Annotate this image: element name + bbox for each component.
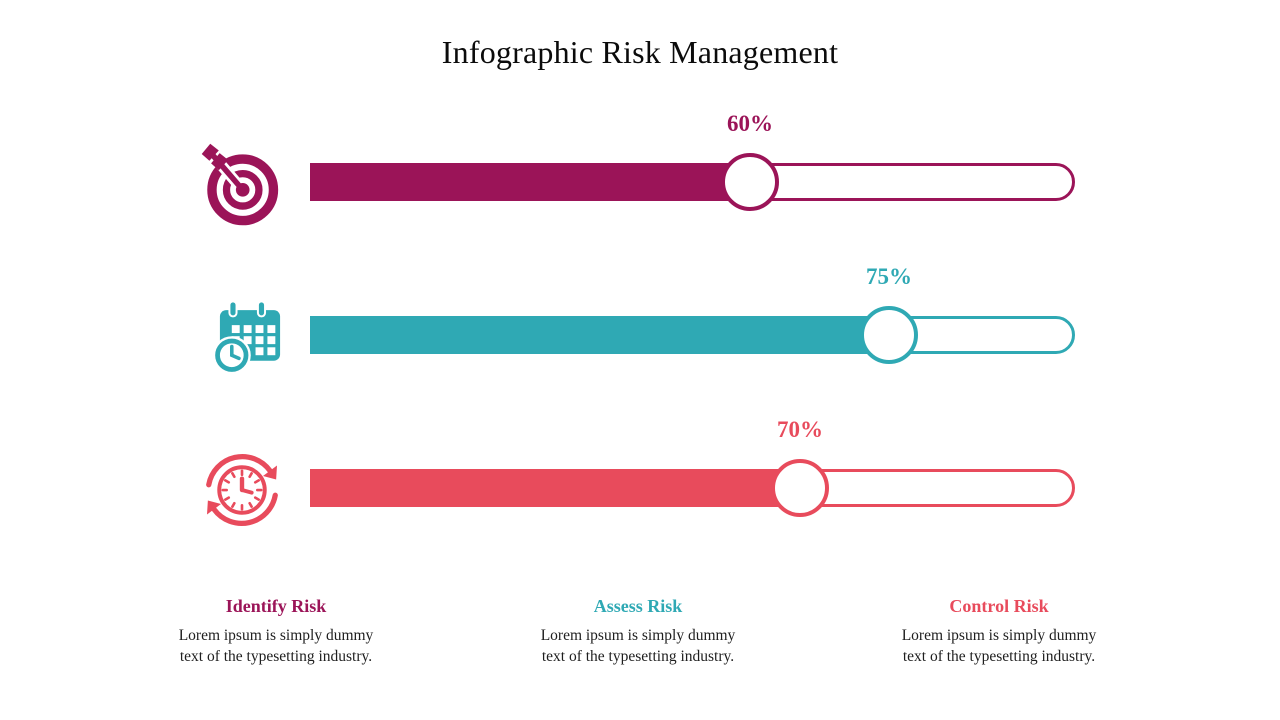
percent-label: 70% [777,417,823,442]
clock-refresh-icon [200,446,284,534]
percent-label: 75% [866,264,912,289]
risk-description: Lorem ipsum is simply dummy text of the t… [540,627,736,665]
risk-heading: Control Risk [949,596,1049,616]
slider-handle[interactable] [860,306,918,364]
progress-row-control: 70% [310,418,1075,517]
progress-row-identify: 60% [310,112,1075,211]
progress-row-assess: 75% [310,265,1075,364]
slider-handle[interactable] [771,459,829,517]
slider-handle[interactable] [721,153,779,211]
percent-label: 60% [727,111,773,136]
risk-column-control: Control Risk Lorem ipsum is simply dummy… [843,596,1155,667]
progress-fill [310,163,750,201]
calendar-clock-icon [212,294,288,380]
risk-column-identify: Identify Risk Lorem ipsum is simply dumm… [120,596,432,667]
progress-fill [310,469,800,507]
risk-description: Lorem ipsum is simply dummy text of the t… [901,627,1097,665]
target-arrow-icon [200,140,282,226]
risk-description: Lorem ipsum is simply dummy text of the t… [178,627,374,665]
risk-column-assess: Assess Risk Lorem ipsum is simply dummy t… [482,596,794,667]
progress-fill [310,316,889,354]
risk-heading: Identify Risk [225,596,327,616]
risk-heading: Assess Risk [593,596,683,616]
page-title: Infographic Risk Management [441,34,839,70]
